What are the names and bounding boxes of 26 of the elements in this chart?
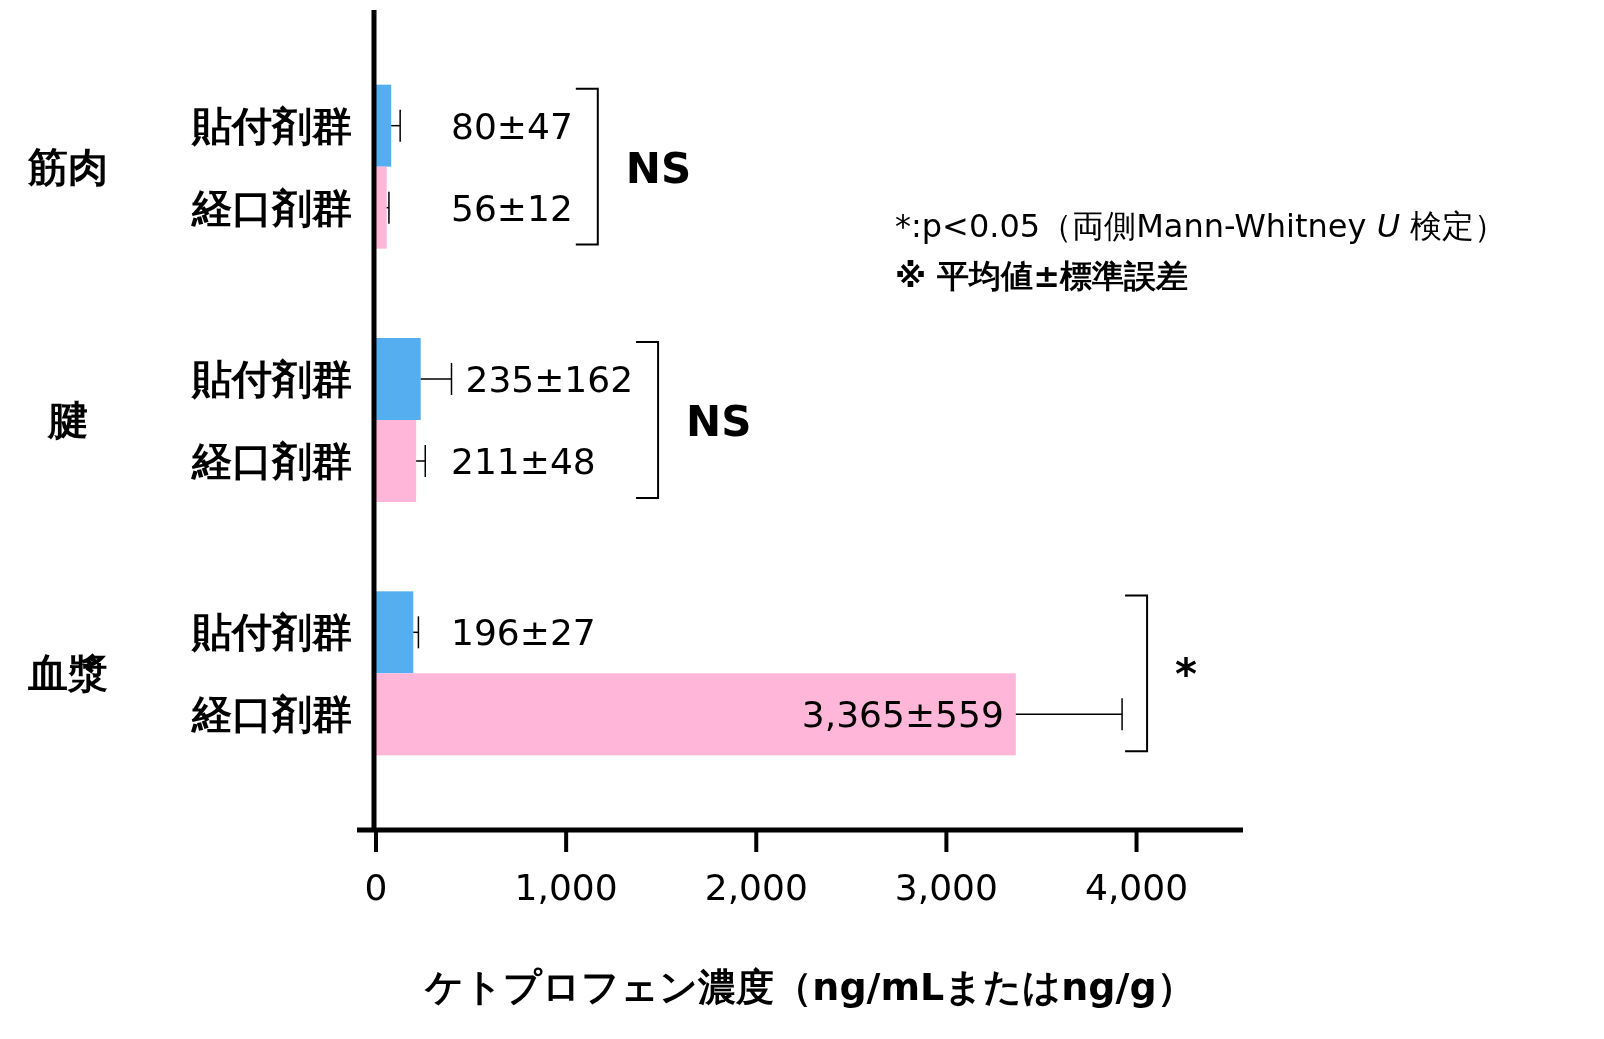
data-label: 235±162 [465, 359, 634, 400]
data-label: 211±48 [451, 441, 596, 482]
data-label: 80±47 [451, 105, 573, 147]
data-label: 196±27 [451, 612, 596, 654]
series-label: 貼付剤群 [191, 102, 352, 149]
data-label: 56±12 [451, 187, 573, 229]
x-axis-title: ケトプロフェン濃度（ng/mLまたはng/g） [424, 965, 1195, 1009]
annotation: ※ 平均値±標準誤差 [895, 257, 1189, 295]
series-label: 経口剤群 [191, 184, 352, 231]
text: 経口剤群 [192, 691, 352, 738]
y-tick-label: 腱 [47, 397, 88, 443]
x-tick-label: 2,000 [704, 867, 808, 908]
x-tick-label: 0 [364, 867, 388, 908]
annotation: *:p<0.05（両側Mann-Whitney U 検定） [895, 207, 1507, 245]
annotation: * [1175, 650, 1198, 700]
text: 貼付剤群 [192, 356, 352, 402]
text: 貼付剤群 [192, 609, 352, 656]
x-tick-label: 4,000 [1085, 867, 1189, 908]
annotation: NS [686, 397, 752, 446]
data-label: 3,365±559 [801, 694, 1004, 736]
y-tick-label: 筋肉 [27, 143, 108, 190]
text: 経口剤群 [192, 438, 352, 484]
x-tick-label: 1,000 [514, 867, 618, 908]
x-tick-label: 3,000 [894, 867, 998, 908]
annotation: NS [625, 143, 692, 193]
y-tick-label: 血漿 [27, 650, 108, 697]
